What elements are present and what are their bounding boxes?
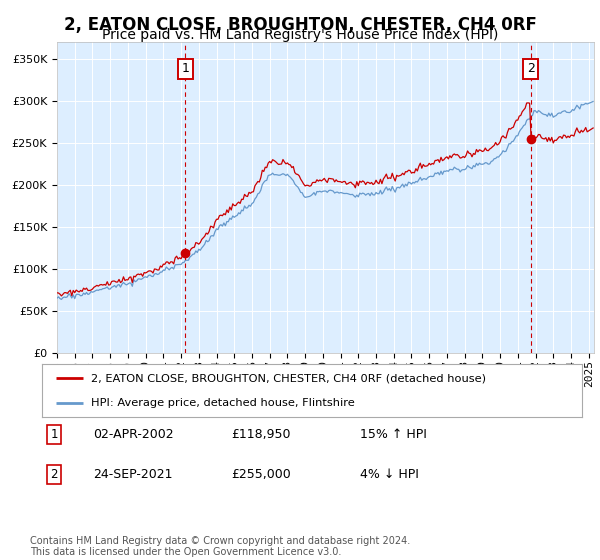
Text: 2, EATON CLOSE, BROUGHTON, CHESTER, CH4 0RF (detached house): 2, EATON CLOSE, BROUGHTON, CHESTER, CH4 …	[91, 374, 485, 384]
Text: 2, EATON CLOSE, BROUGHTON, CHESTER, CH4 0RF: 2, EATON CLOSE, BROUGHTON, CHESTER, CH4 …	[64, 16, 536, 34]
Text: 02-APR-2002: 02-APR-2002	[93, 428, 173, 441]
Text: 24-SEP-2021: 24-SEP-2021	[93, 468, 173, 480]
Text: 4% ↓ HPI: 4% ↓ HPI	[360, 468, 419, 480]
Text: Contains HM Land Registry data © Crown copyright and database right 2024.
This d: Contains HM Land Registry data © Crown c…	[30, 535, 410, 557]
Text: 15% ↑ HPI: 15% ↑ HPI	[360, 428, 427, 441]
Text: 1: 1	[182, 62, 190, 76]
Text: 1: 1	[50, 428, 58, 441]
Text: 2: 2	[527, 62, 535, 76]
Text: £255,000: £255,000	[231, 468, 291, 480]
Text: 2: 2	[50, 468, 58, 480]
Text: HPI: Average price, detached house, Flintshire: HPI: Average price, detached house, Flin…	[91, 398, 355, 408]
Text: Price paid vs. HM Land Registry's House Price Index (HPI): Price paid vs. HM Land Registry's House …	[102, 28, 498, 42]
Text: £118,950: £118,950	[231, 428, 290, 441]
